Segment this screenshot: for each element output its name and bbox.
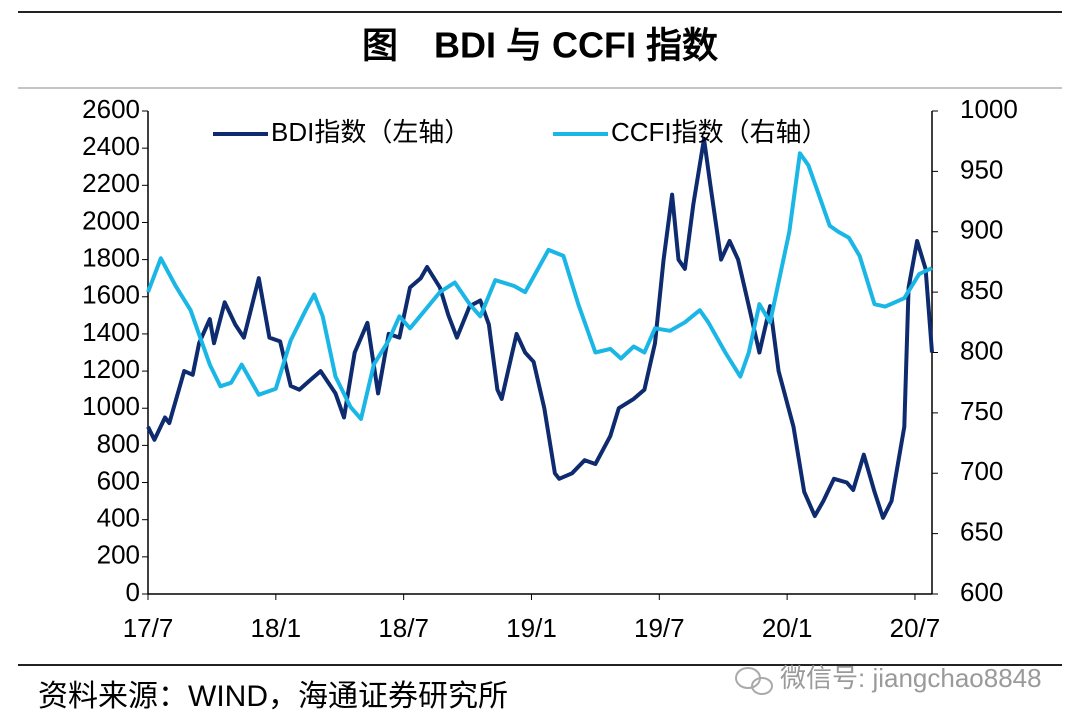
y-tick-label: 2200	[82, 168, 140, 198]
y-tick-label: 2600	[82, 94, 140, 124]
y-tick-label: 1200	[82, 354, 140, 384]
y-tick-label: 2400	[82, 131, 140, 161]
x-tick-label: 20/1	[762, 613, 813, 643]
legend-label: BDI指数（左轴）	[271, 117, 470, 147]
y2-tick-label: 750	[960, 396, 1003, 426]
y-tick-label: 600	[97, 465, 140, 495]
x-tick-label: 20/7	[890, 613, 941, 643]
y2-tick-label: 600	[960, 577, 1003, 607]
y2-tick-label: 800	[960, 335, 1003, 365]
x-tick-label: 19/1	[506, 613, 557, 643]
watermark: 微信号: jiangchao8848	[780, 663, 1042, 693]
y-tick-label: 1600	[82, 280, 140, 310]
y2-tick-label: 850	[960, 275, 1003, 305]
y-tick-label: 400	[97, 503, 140, 533]
x-tick-label: 18/1	[251, 613, 302, 643]
y-tick-label: 0	[126, 577, 140, 607]
x-tick-label: 17/7	[123, 613, 174, 643]
y2-tick-label: 1000	[960, 94, 1018, 124]
x-tick-label: 18/7	[378, 613, 429, 643]
chart-title: 图 BDI 与 CCFI 指数	[362, 25, 718, 66]
source-note: 资料来源：WIND，海通证券研究所	[38, 680, 508, 713]
series-line	[146, 151, 933, 421]
y-tick-label: 1800	[82, 242, 140, 272]
watermark-icon	[735, 667, 773, 695]
y2-tick-label: 700	[960, 456, 1003, 486]
y-tick-label: 2000	[82, 205, 140, 235]
y2-tick-label: 650	[960, 517, 1003, 547]
x-tick-label: 19/7	[634, 613, 685, 643]
y-tick-label: 200	[97, 540, 140, 570]
y2-tick-label: 950	[960, 154, 1003, 184]
legend-label: CCFI指数（右轴）	[611, 117, 828, 147]
y-tick-label: 1000	[82, 391, 140, 421]
series-line	[146, 136, 934, 520]
y-tick-label: 1400	[82, 317, 140, 347]
y2-tick-label: 900	[960, 215, 1003, 245]
y-tick-label: 800	[97, 428, 140, 458]
